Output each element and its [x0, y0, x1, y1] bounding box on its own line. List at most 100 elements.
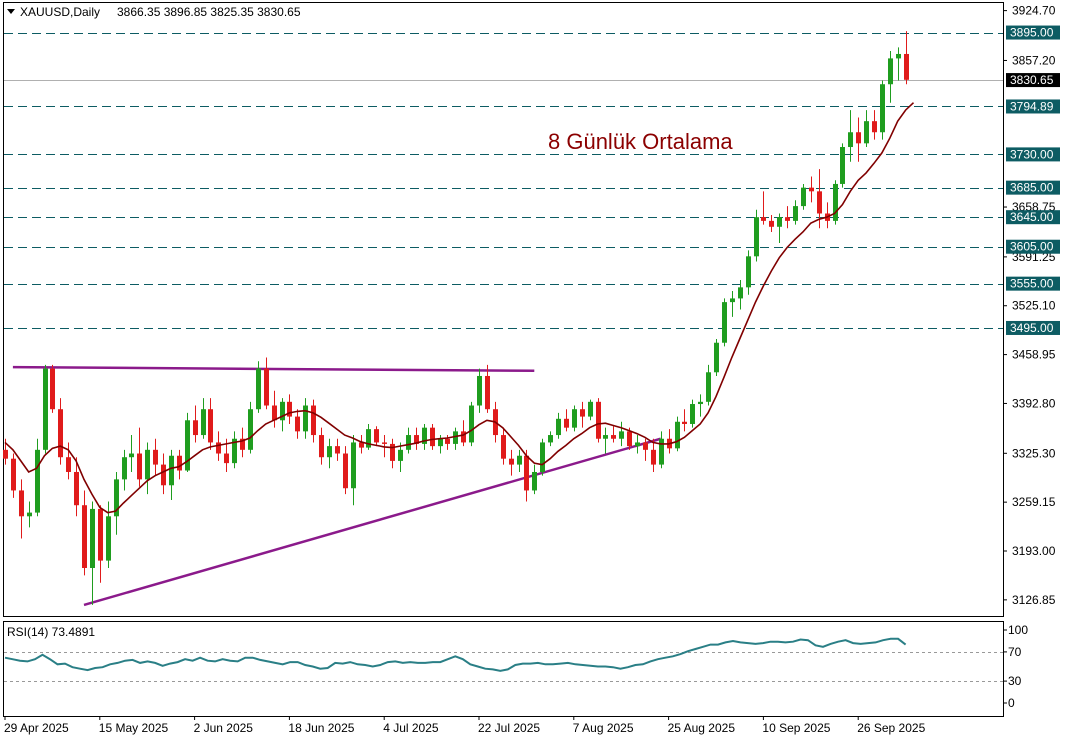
candle-body: [137, 453, 142, 480]
candle-body: [690, 404, 695, 424]
candle-body: [224, 453, 229, 464]
candle-body: [43, 368, 48, 450]
candle-body: [311, 405, 316, 436]
current-price-box: [1006, 73, 1060, 88]
time-axis: 29 Apr 2025 15 May 2025 2 Jun 2025 18 Jun 2…: [4, 716, 926, 735]
candle-body: [659, 438, 664, 465]
candle-body: [588, 401, 593, 417]
candle-body: [864, 121, 869, 144]
level-price-box: [1006, 276, 1060, 291]
rsi-panel-frame: [3, 621, 1004, 717]
candle-body: [477, 375, 482, 406]
candle-body: [232, 438, 237, 464]
price-tick-label: 3525.10: [1012, 299, 1056, 313]
candle-body: [374, 429, 379, 443]
candle-body: [208, 409, 213, 443]
current-price-label: 3830.65: [1010, 73, 1054, 87]
time-tick-label: 18 Jun 2025: [288, 721, 354, 735]
price-tick-label: 3259.15: [1012, 495, 1056, 509]
candle-body: [114, 479, 119, 517]
level-price-box: [1006, 239, 1060, 254]
candle-body: [98, 508, 103, 561]
candle-body: [287, 401, 292, 417]
rsi-tick-label: 0: [1008, 696, 1015, 710]
time-tick-label: 22 Jul 2025: [478, 721, 540, 735]
candle-body: [422, 427, 427, 444]
candle-body: [129, 453, 134, 458]
level-price-label: 3555.00: [1010, 277, 1054, 291]
level-price-label: 3730.00: [1010, 147, 1054, 161]
candle-body: [264, 368, 269, 406]
candle-body: [777, 217, 782, 227]
price-tick-label: 3126.85: [1012, 593, 1056, 607]
level-price-label: 3794.89: [1010, 99, 1054, 113]
candle-body: [611, 435, 616, 439]
level-price-label: 3685.00: [1010, 181, 1054, 195]
candle-body: [185, 420, 190, 471]
candle-body: [177, 455, 182, 471]
candle-body: [572, 409, 577, 428]
candle-body: [90, 508, 95, 568]
candle-body: [856, 132, 861, 144]
price-tick-label: 3857.20: [1012, 53, 1056, 67]
candle-body: [406, 435, 411, 450]
candle-body: [201, 409, 206, 436]
candle-body: [145, 449, 150, 480]
candle-body: [675, 421, 680, 449]
level-price-label: 3605.00: [1010, 240, 1054, 254]
candle-body: [888, 58, 893, 85]
candle-body: [548, 435, 553, 443]
candle-body: [295, 416, 300, 432]
candle-body: [335, 446, 340, 454]
candle-body: [627, 431, 632, 447]
candle-body: [3, 449, 8, 459]
candle-body: [754, 217, 759, 257]
candle-body: [248, 409, 253, 450]
candle-body: [761, 217, 766, 221]
level-price-box: [1006, 147, 1060, 162]
candle-body: [122, 457, 127, 480]
candle-body: [746, 256, 751, 288]
trend-line: [12, 365, 535, 373]
candle-body: [714, 342, 719, 373]
time-tick-label: 4 Jul 2025: [383, 721, 439, 735]
candle-body: [517, 455, 522, 465]
price-tick-label: 3392.80: [1012, 396, 1056, 410]
candles: [3, 31, 909, 605]
level-price-label: 3495.00: [1010, 321, 1054, 335]
candle-body: [438, 438, 443, 447]
candle-body: [485, 375, 490, 410]
candle-body: [50, 368, 55, 410]
level-price-box: [1006, 320, 1060, 335]
candle-body: [193, 420, 198, 436]
candle-body: [414, 435, 419, 444]
candle-body: [327, 446, 332, 458]
time-tick-label: 25 Aug 2025: [668, 721, 736, 735]
rsi-tick-label: 30: [1008, 674, 1022, 688]
candle-body: [430, 427, 435, 447]
candle-body: [240, 438, 245, 450]
candle-body: [540, 442, 545, 472]
candle-body: [880, 84, 885, 133]
ma-line: [4, 102, 915, 514]
level-price-box: [1006, 25, 1060, 40]
level-price-box: [1006, 99, 1060, 114]
rsi-label: RSI(14) 73.4891: [7, 625, 95, 639]
candle-body: [82, 505, 87, 568]
time-tick-label: 26 Sep 2025: [857, 721, 925, 735]
candle-body: [809, 187, 814, 192]
level-price-label: 3895.00: [1010, 26, 1054, 40]
candle-body: [872, 121, 877, 133]
candle-body: [272, 405, 277, 421]
ohlc-label: 3866.35 3896.85 3825.35 3830.65: [117, 5, 301, 19]
collapse-triangle-icon[interactable]: [7, 9, 15, 14]
candle-body: [532, 471, 537, 491]
candle-body: [280, 401, 285, 421]
price-axis: 3924.703857.203658.753591.253525.103458.…: [1003, 4, 1060, 607]
candle-body: [74, 471, 79, 506]
candle-body: [509, 458, 514, 465]
candle-body: [643, 442, 648, 450]
candle-body: [524, 455, 529, 491]
rsi-tick-label: 70: [1008, 645, 1022, 659]
